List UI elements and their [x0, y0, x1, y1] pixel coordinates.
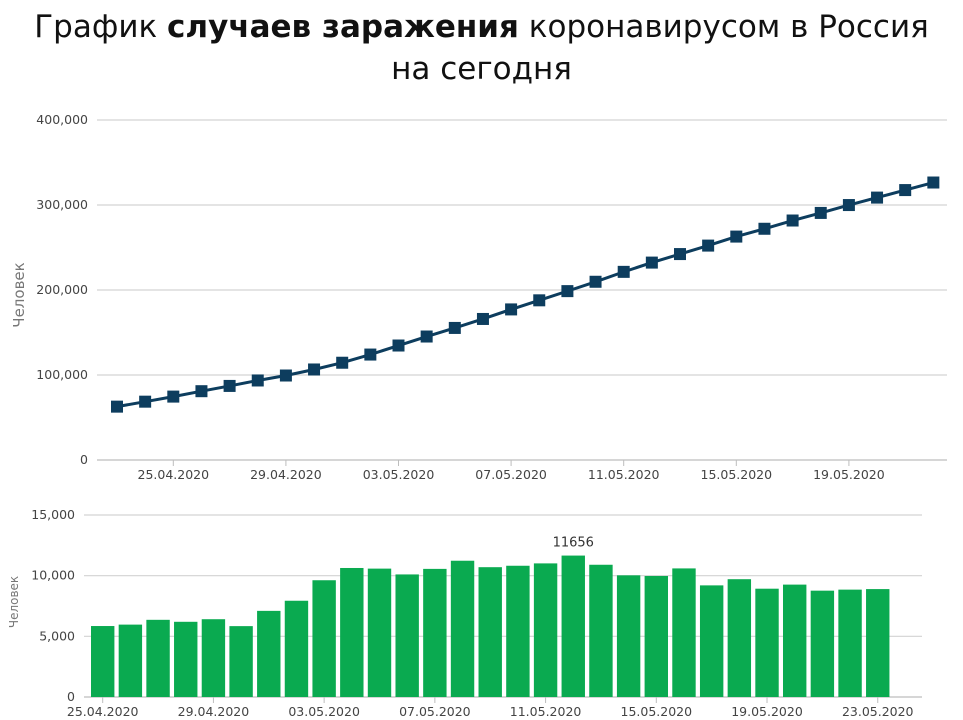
cumulative-point — [927, 176, 940, 189]
chart-title: График случаев заражения коронавирусом в… — [0, 6, 963, 90]
cumulative-point — [674, 248, 686, 261]
bottom-x-tick-label: 03.05.2020 — [288, 704, 360, 719]
daily-cases-bar — [146, 619, 170, 697]
cumulative-point — [899, 184, 912, 197]
top-y-tick-label: 100,000 — [36, 367, 88, 382]
cumulative-point — [364, 348, 377, 361]
top-x-tick-label: 25.04.2020 — [138, 467, 210, 482]
cumulative-point — [392, 339, 405, 352]
daily-cases-bar — [174, 621, 198, 697]
daily-cases-bar — [201, 619, 226, 697]
daily-cases-bar — [755, 588, 779, 697]
daily-cases-bar — [644, 575, 668, 697]
daily-cases-bar — [91, 626, 115, 697]
top-x-tick-label: 03.05.2020 — [363, 467, 435, 482]
title-part-2: коронавирусом в Россия — [518, 9, 929, 45]
cumulative-point — [251, 374, 264, 387]
bottom-y-tick-label: 10,000 — [31, 568, 75, 583]
cumulative-point — [476, 312, 489, 325]
top-x-tick-label: 07.05.2020 — [475, 467, 547, 482]
daily-cases-bar — [866, 589, 890, 697]
cumulative-point — [195, 385, 208, 398]
cumulative-point — [702, 239, 715, 252]
cumulative-point — [223, 379, 236, 392]
bottom-x-tick-label: 15.05.2020 — [621, 704, 693, 719]
daily-cases-bar — [561, 555, 585, 697]
bottom-y-axis-title: Человек — [7, 576, 21, 628]
daily-cases-bar — [727, 579, 752, 697]
daily-cases-bar — [423, 568, 447, 697]
daily-cases-bar — [118, 624, 143, 697]
top-y-tick-label: 0 — [80, 452, 88, 467]
top-y-axis-title: Человек — [10, 262, 28, 327]
cumulative-point — [308, 363, 321, 376]
daily-cases-bar — [257, 610, 281, 697]
bottom-x-tick-label: 19.05.2020 — [731, 704, 803, 719]
top-y-tick-label: 400,000 — [36, 112, 88, 127]
daily-cases-bar — [810, 590, 835, 697]
daily-cases-bar — [312, 580, 336, 697]
cumulative-point — [505, 303, 518, 316]
cumulative-point — [617, 265, 630, 278]
daily-cases-bar — [450, 560, 475, 697]
cumulative-point — [167, 390, 180, 403]
daily-cases-bar — [616, 575, 641, 697]
daily-cases-bar — [589, 564, 613, 697]
daily-cases-bar — [699, 585, 724, 697]
cumulative-point — [561, 285, 574, 298]
bottom-x-tick-label: 07.05.2020 — [399, 704, 471, 719]
bottom-x-tick-label: 25.04.2020 — [67, 704, 139, 719]
cumulative-point — [814, 206, 827, 219]
cumulative-point — [420, 330, 433, 343]
bottom-y-tick-label: 0 — [67, 689, 75, 704]
top-x-tick-label: 19.05.2020 — [813, 467, 885, 482]
title-part-1: График — [34, 9, 168, 45]
cumulative-point — [842, 199, 855, 212]
cumulative-point — [336, 356, 349, 369]
daily-cases-bar — [506, 565, 530, 697]
cumulative-point — [448, 321, 461, 334]
top-x-tick-label: 15.05.2020 — [701, 467, 773, 482]
daily-cases-bar — [395, 574, 419, 697]
daily-cases-bar — [783, 584, 807, 697]
bottom-x-tick-label: 23.05.2020 — [842, 704, 914, 719]
cumulative-point — [730, 230, 743, 243]
cumulative-point — [645, 256, 658, 269]
daily-cases-bar — [367, 568, 392, 697]
cumulative-point — [139, 395, 152, 408]
bottom-x-tick-label: 29.04.2020 — [178, 704, 250, 719]
bottom-y-tick-label: 5,000 — [39, 628, 75, 643]
cumulative-point — [111, 400, 123, 413]
cumulative-cases-line — [116, 181, 934, 409]
daily-cases-bar — [838, 589, 862, 697]
daily-cases-bar — [672, 568, 696, 697]
cumulative-point — [533, 294, 546, 307]
cumulative-point — [871, 191, 884, 204]
cumulative-point — [589, 275, 602, 288]
top-y-tick-label: 300,000 — [36, 197, 88, 212]
daily-cases-bar — [340, 567, 364, 697]
daily-cases-bar — [533, 563, 558, 697]
top-x-tick-label: 11.05.2020 — [588, 467, 660, 482]
daily-cases-bar — [478, 567, 502, 697]
top-x-tick-label: 29.04.2020 — [250, 467, 322, 482]
title-line-2: на сегодня — [391, 51, 572, 87]
top-y-tick-label: 200,000 — [36, 282, 88, 297]
bottom-y-tick-label: 15,000 — [31, 507, 75, 522]
cumulative-point — [786, 214, 799, 227]
daily-cases-bar — [229, 626, 253, 697]
title-bold: случаев заражения — [167, 9, 519, 45]
bottom-x-tick-label: 11.05.2020 — [510, 704, 582, 719]
cumulative-point — [279, 369, 292, 382]
peak-data-label: 11656 — [553, 536, 594, 551]
cumulative-point — [758, 222, 771, 235]
daily-cases-bar — [284, 600, 309, 697]
